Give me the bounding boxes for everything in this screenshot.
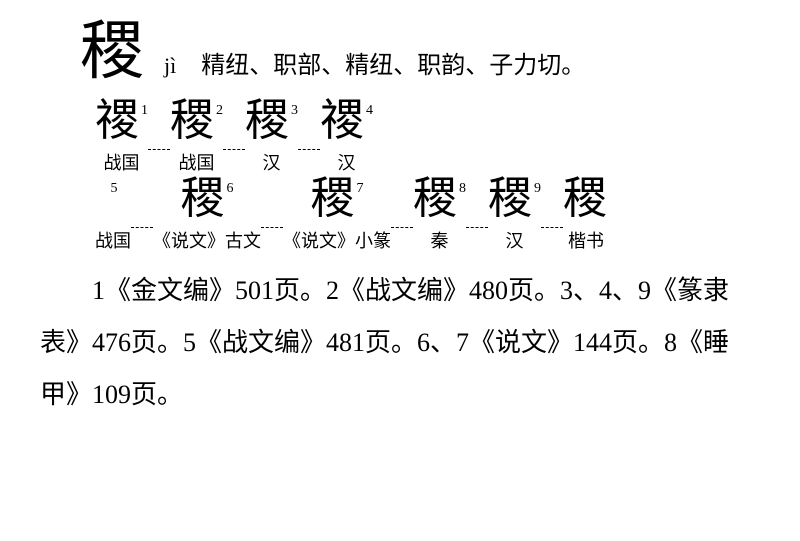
ancient-glyph: 稷 <box>170 99 214 143</box>
glyph-unit: 稷 6 《说文》古文 <box>153 177 261 253</box>
glyph-index: 3 <box>291 103 298 119</box>
glyph-index: 2 <box>216 103 223 119</box>
glyph-unit: 禝 4 汉 <box>320 99 373 175</box>
connector-dash <box>541 227 563 228</box>
glyph-index: 1 <box>141 103 148 119</box>
ancient-glyph: 禝 <box>95 99 139 143</box>
ancient-glyph: 稷 <box>245 99 289 143</box>
glyph-unit: 稷 3 汉 <box>245 99 298 175</box>
ancient-glyph: 稷 <box>311 177 355 221</box>
glyph-period: 汉 <box>263 149 281 175</box>
glyph-index: 4 <box>366 103 373 119</box>
glyph-period: 汉 <box>506 227 524 253</box>
glyph-index: 7 <box>357 181 364 197</box>
source-notes: 1《金文编》501页。2《战文编》480页。3、4、9《篆隶表》476页。5《战… <box>40 265 760 421</box>
glyph-period: 汉 <box>338 149 356 175</box>
entry-header: 稷 jì 精纽、职部、精纽、职韵、子力切。 <box>80 20 760 84</box>
pinyin: jì <box>164 53 176 79</box>
glyph-unit: 稷 7 《说文》小篆 <box>283 177 391 253</box>
glyph-unit: 稷 8 秦 <box>413 177 466 253</box>
glyph-unit: 稷 楷书 <box>563 177 609 253</box>
connector-dash <box>261 227 283 228</box>
headword-char: 稷 <box>80 20 144 84</box>
glyph-index: 8 <box>459 181 466 197</box>
glyph-period: 《说文》小篆 <box>283 227 391 253</box>
glyph-index: 9 <box>534 181 541 197</box>
connector-dash <box>131 227 153 228</box>
glyph-period: 楷书 <box>568 227 604 253</box>
connector-dash <box>148 149 170 150</box>
connector-dash <box>391 227 413 228</box>
glyph-index: 5 <box>111 181 118 197</box>
ancient-glyph: 稷 <box>488 177 532 221</box>
glyph-period: 战国 <box>104 149 140 175</box>
glyph-period: 《说文》古文 <box>153 227 261 253</box>
glyph-period: 战国 <box>179 149 215 175</box>
ancient-glyph: 稷 <box>413 177 457 221</box>
connector-dash <box>466 227 488 228</box>
ancient-glyph: 禝 <box>320 99 364 143</box>
phonology-info: 精纽、职部、精纽、职韵、子力切。 <box>201 45 585 80</box>
glyph-period: 秦 <box>431 227 449 253</box>
glyph-row-1: 禝 1 战国 稷 2 战国 稷 3 汉 禝 4 汉 <box>95 99 760 175</box>
ancient-glyph: 稷 <box>181 177 225 221</box>
connector-dash <box>223 149 245 150</box>
glyph-unit: 禝 1 战国 <box>95 99 148 175</box>
glyph-period: 战国 <box>95 227 131 253</box>
glyph-index: 6 <box>227 181 234 197</box>
glyph-unit: 稷 2 战国 <box>170 99 223 175</box>
ancient-glyph: 稷 <box>563 177 607 221</box>
glyph-unit: 𥞷 5 战国 <box>95 177 131 253</box>
glyph-unit: 稷 9 汉 <box>488 177 541 253</box>
glyph-row-2: 𥞷 5 战国 稷 6 《说文》古文 稷 7 《说文》小篆 稷 8 秦 稷 9 汉 <box>95 177 760 253</box>
connector-dash <box>298 149 320 150</box>
